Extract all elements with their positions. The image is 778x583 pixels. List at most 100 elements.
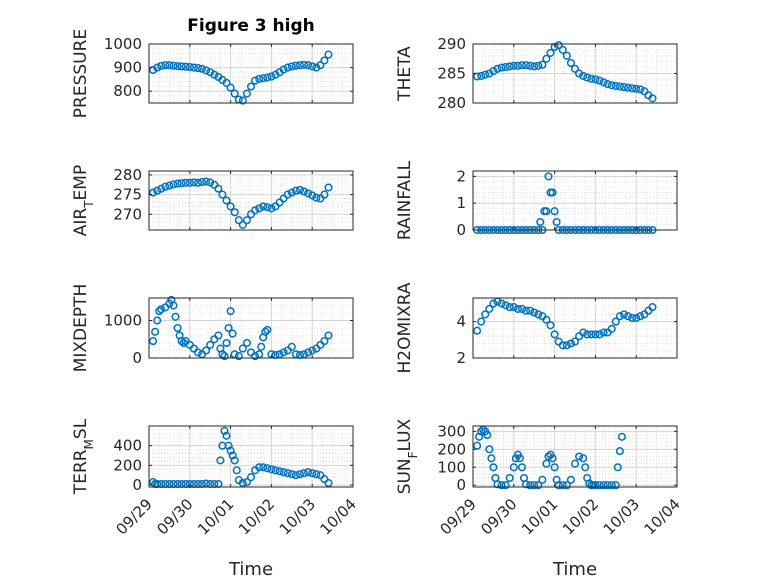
data-point: [473, 441, 482, 450]
data-point: [607, 324, 616, 333]
data-point: [304, 189, 313, 198]
data-point: [181, 62, 190, 71]
data-point: [320, 475, 329, 484]
data-point: [246, 473, 256, 482]
data-point: [607, 81, 616, 90]
data-point: [263, 325, 272, 334]
y-axis-label: AIRTEMP: [71, 165, 96, 236]
data-point: [550, 330, 559, 339]
data-point: [185, 178, 194, 187]
data-point: [595, 76, 604, 85]
data-point: [153, 186, 162, 195]
data-point: [238, 344, 247, 353]
data-point: [542, 207, 551, 216]
data-point: [548, 188, 557, 197]
data-point: [193, 178, 203, 187]
data-point: [632, 313, 641, 323]
data-point: [169, 180, 178, 189]
data-point: [548, 454, 557, 463]
axes-box: [472, 425, 678, 488]
data-point: [299, 60, 309, 69]
data-point: [611, 317, 620, 326]
data-point: [575, 69, 584, 78]
data-point: [226, 83, 235, 92]
data-point: [222, 431, 231, 440]
data-point: [487, 454, 496, 463]
data-point: [554, 41, 563, 50]
data-point: [501, 301, 510, 310]
data-point: [177, 179, 186, 188]
data-point: [149, 478, 158, 487]
data-point: [206, 178, 215, 187]
data-point: [615, 82, 624, 91]
data-point: [157, 305, 166, 314]
data-point: [230, 456, 239, 465]
data-point: [623, 83, 633, 92]
data-point: [566, 58, 575, 67]
data-point: [550, 463, 559, 472]
y-axis-label: THETA: [395, 46, 415, 102]
data-point: [287, 62, 296, 71]
data-point: [489, 67, 498, 76]
data-point: [546, 48, 555, 57]
data-point: [505, 303, 514, 312]
data-point: [238, 96, 247, 105]
data-point: [263, 73, 272, 82]
data-point: [304, 61, 313, 70]
data-point: [255, 463, 264, 472]
data-point: [505, 473, 514, 483]
data-point: [304, 348, 313, 357]
data-point: [615, 312, 624, 321]
data-point: [570, 64, 580, 73]
y-tick-label: 800: [113, 82, 142, 100]
data-point: [193, 348, 203, 357]
data-point: [149, 65, 158, 75]
data-point: [526, 61, 535, 70]
data-point: [316, 61, 325, 70]
data-point: [242, 478, 251, 487]
data-point: [308, 469, 317, 478]
data-point: [283, 63, 292, 72]
data-point: [489, 463, 498, 472]
data-point: [234, 216, 243, 225]
data-point: [157, 61, 166, 70]
figure-title: Figure 3 high: [187, 16, 315, 36]
data-point: [226, 446, 235, 455]
data-point: [628, 84, 637, 93]
data-point: [640, 87, 649, 96]
data-point: [299, 469, 309, 478]
data-point: [628, 313, 637, 323]
data-point: [246, 82, 256, 91]
data-point: [308, 346, 317, 355]
data-point: [603, 481, 612, 490]
data-point: [216, 456, 225, 465]
data-point: [550, 207, 559, 216]
y-axis-label: SUNFLUX: [395, 418, 420, 494]
data-point: [151, 327, 160, 336]
data-point: [153, 316, 162, 325]
y-tick-label: 0: [456, 476, 466, 494]
data-point: [222, 78, 231, 87]
y-tick-label: 275: [113, 186, 142, 204]
y-axis-label: H2OMIXRA: [395, 282, 415, 373]
data-point: [246, 210, 256, 219]
data-point: [562, 481, 571, 490]
data-point: [214, 184, 223, 193]
data-point: [255, 74, 264, 83]
data-point: [149, 188, 158, 197]
data-point: [202, 346, 211, 355]
data-point: [238, 220, 247, 229]
data-point: [497, 299, 506, 308]
data-point: [530, 481, 539, 490]
data-point: [509, 61, 518, 70]
data-point: [570, 459, 580, 468]
data-point: [261, 327, 270, 336]
data-point: [177, 62, 186, 71]
data-point: [279, 348, 288, 357]
data-point: [517, 463, 527, 472]
data-point: [181, 178, 190, 187]
data-point: [185, 63, 194, 72]
data-point: [308, 62, 317, 71]
data-point: [613, 463, 622, 472]
data-point: [485, 445, 494, 454]
